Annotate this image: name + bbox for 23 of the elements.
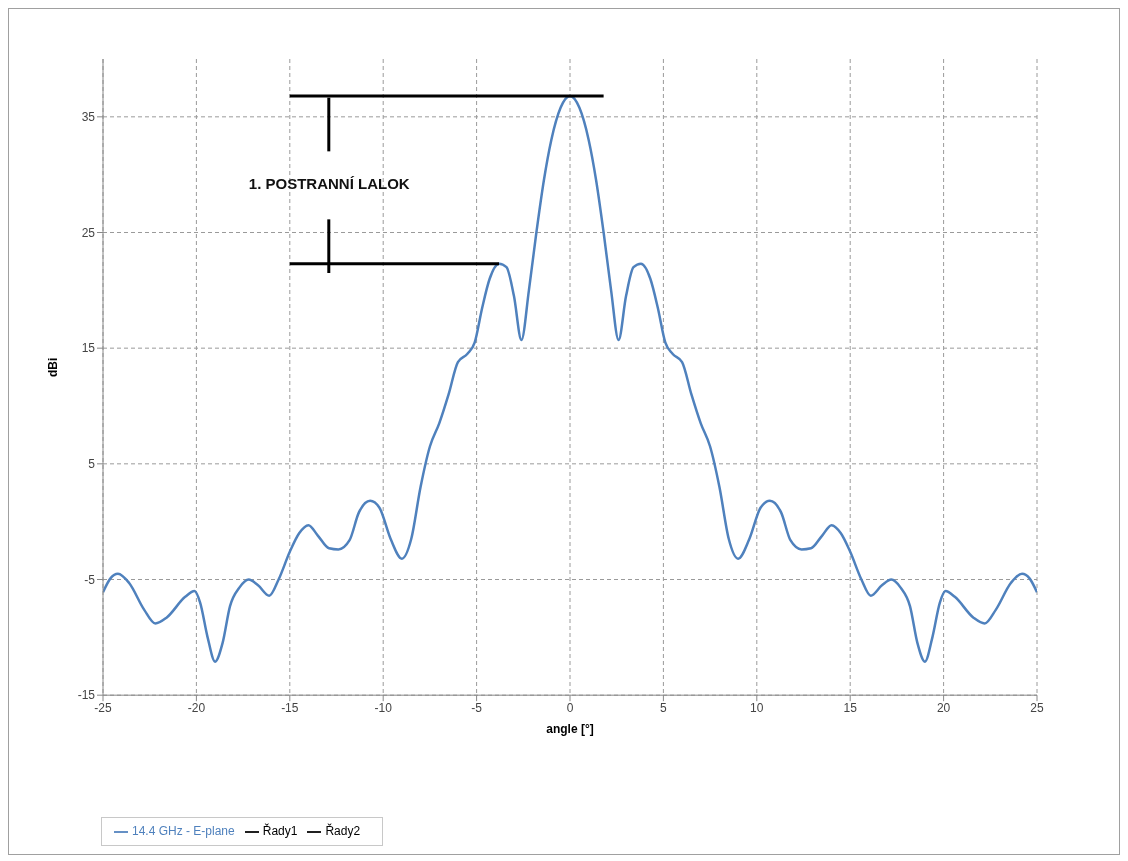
x-axis-title: angle [°] bbox=[546, 722, 594, 737]
x-tick-label: 25 bbox=[1030, 700, 1044, 715]
y-axis-title: dBi bbox=[46, 357, 61, 378]
legend-label: Řady2 bbox=[325, 824, 361, 839]
legend-label: 14.4 GHz - E-plane bbox=[132, 824, 235, 839]
y-tick-label: -15 bbox=[77, 688, 96, 703]
x-tick-label: -15 bbox=[281, 700, 299, 715]
x-tick-label: 10 bbox=[750, 700, 764, 715]
x-tick-label: 0 bbox=[566, 700, 574, 715]
x-tick-label: -5 bbox=[471, 700, 483, 715]
x-tick-label: -20 bbox=[187, 700, 206, 715]
y-tick-label: 15 bbox=[81, 341, 96, 356]
x-tick-label: -25 bbox=[94, 700, 112, 715]
x-tick-label: 15 bbox=[843, 700, 858, 715]
x-tick-label: -10 bbox=[374, 700, 393, 715]
y-tick-label: 25 bbox=[81, 225, 96, 240]
annotation: 1. POSTRANNÍ LALOK bbox=[248, 175, 410, 193]
legend-label: Řady1 bbox=[262, 824, 298, 839]
y-tick-label: 5 bbox=[88, 457, 96, 472]
x-tick-label: 20 bbox=[936, 700, 951, 715]
y-tick-label: 35 bbox=[81, 110, 96, 125]
x-tick-label: 5 bbox=[660, 700, 668, 715]
y-tick-label: -5 bbox=[84, 572, 96, 587]
